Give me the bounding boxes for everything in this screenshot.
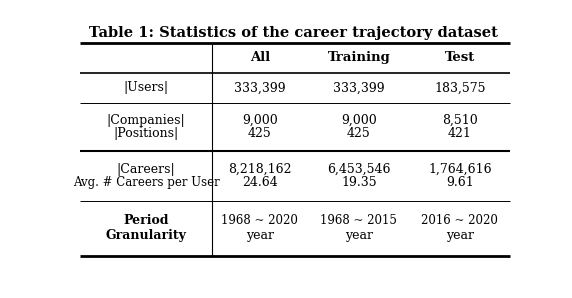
Text: year: year bbox=[345, 229, 373, 243]
Text: 333,399: 333,399 bbox=[234, 81, 285, 94]
Text: 421: 421 bbox=[448, 127, 472, 140]
Text: 8,510: 8,510 bbox=[442, 114, 478, 127]
Text: |Companies|: |Companies| bbox=[106, 114, 185, 127]
Text: Avg. # Careers per User: Avg. # Careers per User bbox=[73, 176, 219, 189]
Text: 9,000: 9,000 bbox=[341, 114, 377, 127]
Text: Period: Period bbox=[123, 214, 169, 227]
Text: Test: Test bbox=[444, 51, 475, 64]
Text: year: year bbox=[246, 229, 274, 243]
Text: 1968 ~ 2015: 1968 ~ 2015 bbox=[320, 214, 397, 227]
Text: 2016 ~ 2020: 2016 ~ 2020 bbox=[422, 214, 498, 227]
Text: Granularity: Granularity bbox=[105, 229, 186, 243]
Text: |Careers|: |Careers| bbox=[117, 163, 175, 176]
Text: 425: 425 bbox=[347, 127, 371, 140]
Text: Training: Training bbox=[327, 51, 390, 64]
Text: |Positions|: |Positions| bbox=[113, 127, 178, 140]
Text: 6,453,546: 6,453,546 bbox=[327, 163, 391, 176]
Text: year: year bbox=[446, 229, 474, 243]
Text: 9,000: 9,000 bbox=[242, 114, 278, 127]
Text: 183,575: 183,575 bbox=[434, 81, 486, 94]
Text: 1968 ~ 2020: 1968 ~ 2020 bbox=[221, 214, 299, 227]
Text: All: All bbox=[250, 51, 270, 64]
Text: 24.64: 24.64 bbox=[242, 176, 278, 189]
Text: 333,399: 333,399 bbox=[333, 81, 384, 94]
Text: 8,218,162: 8,218,162 bbox=[228, 163, 292, 176]
Text: 19.35: 19.35 bbox=[341, 176, 376, 189]
Text: 9.61: 9.61 bbox=[446, 176, 474, 189]
Text: Table 1: Statistics of the career trajectory dataset: Table 1: Statistics of the career trajec… bbox=[89, 26, 498, 40]
Text: 1,764,616: 1,764,616 bbox=[428, 163, 492, 176]
Text: 425: 425 bbox=[248, 127, 272, 140]
Text: |Users|: |Users| bbox=[124, 81, 169, 94]
